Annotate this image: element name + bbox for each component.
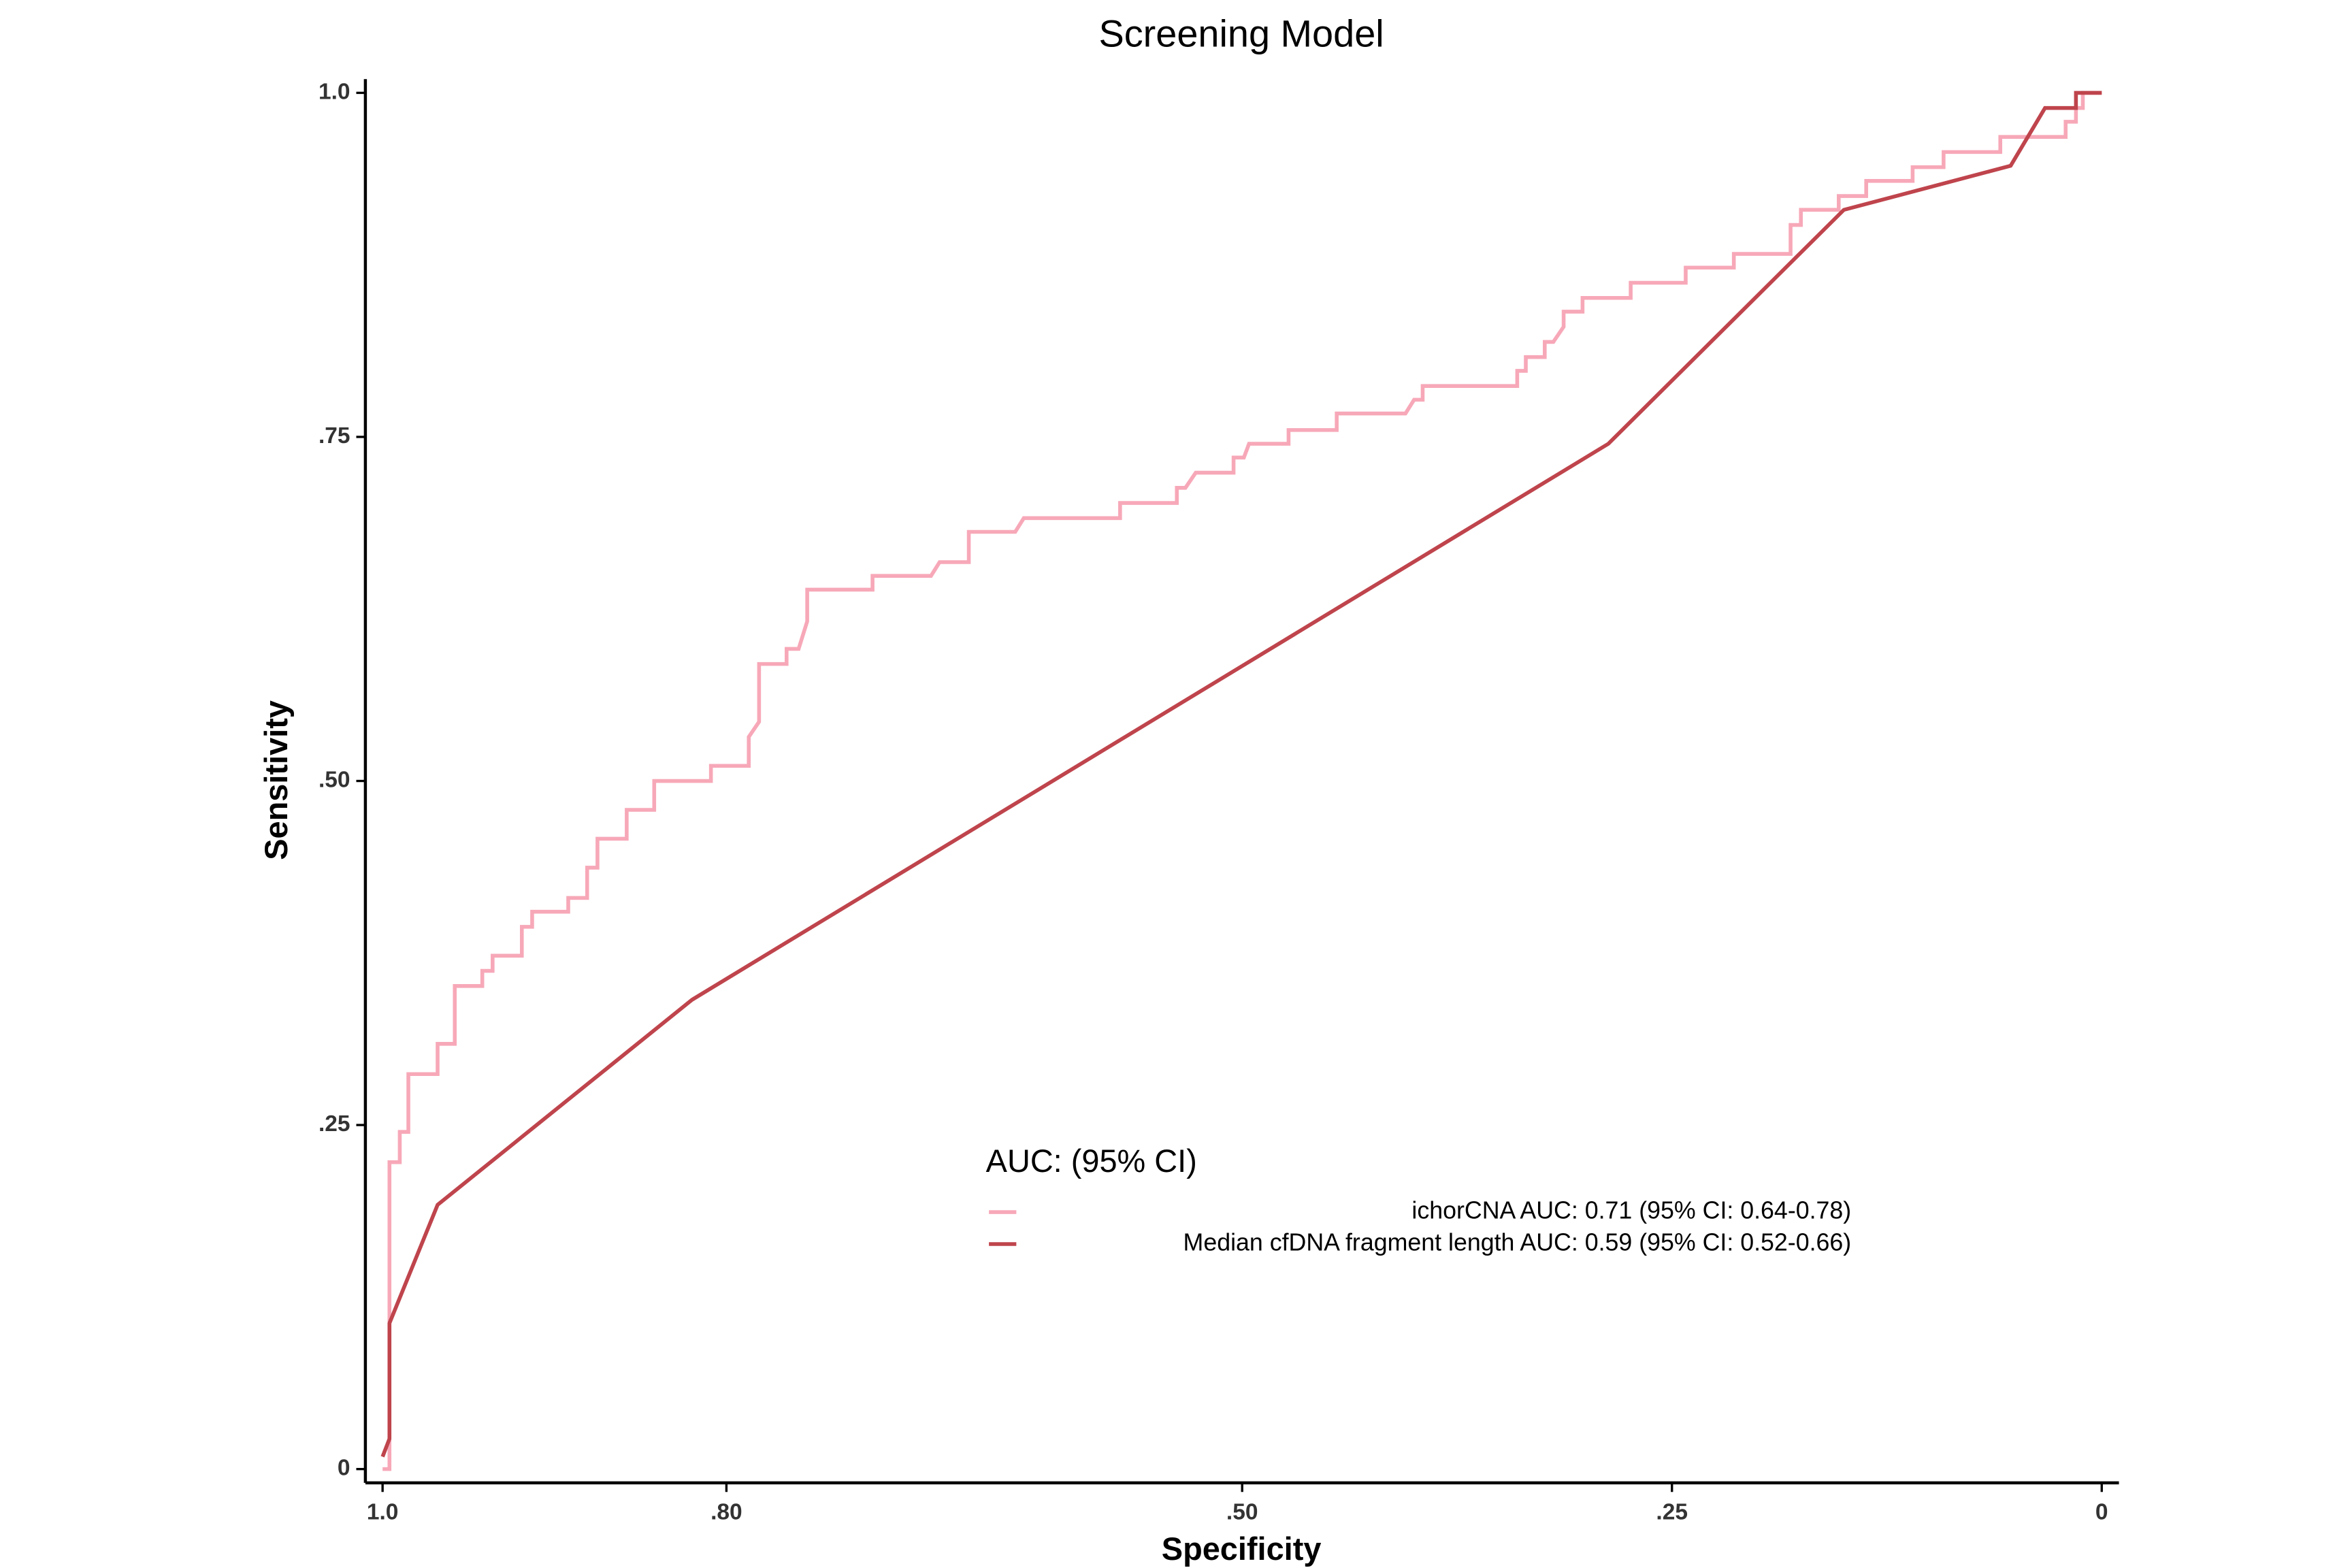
y-tick-label: 0: [338, 1455, 350, 1480]
y-tick-label: .25: [318, 1111, 350, 1137]
x-tick-label: .25: [1656, 1499, 1688, 1524]
chart-title: Screening Model: [1098, 12, 1384, 54]
x-tick-label: 0: [2095, 1499, 2108, 1524]
y-axis-title: Sensitivity: [259, 700, 294, 860]
legend-title: AUC: (95% CI): [986, 1143, 1197, 1179]
y-tick-label: .50: [318, 767, 350, 792]
roc-line: [382, 91, 2102, 1471]
x-tick-label: .80: [710, 1499, 742, 1524]
x-axis-title: Specificity: [1162, 1531, 1322, 1567]
roc-line: [380, 91, 2102, 1458]
legend-label: ichorCNA AUC: 0.71 (95% CI: 0.64-0.78): [1411, 1197, 1851, 1224]
x-tick-label: 1.0: [367, 1499, 399, 1524]
y-tick-label: .75: [318, 423, 350, 448]
x-tick-label: .50: [1226, 1499, 1258, 1524]
legend-label: Median cfDNA fragment length AUC: 0.59 (…: [1183, 1228, 1852, 1256]
y-tick-label: 1.0: [318, 79, 350, 104]
